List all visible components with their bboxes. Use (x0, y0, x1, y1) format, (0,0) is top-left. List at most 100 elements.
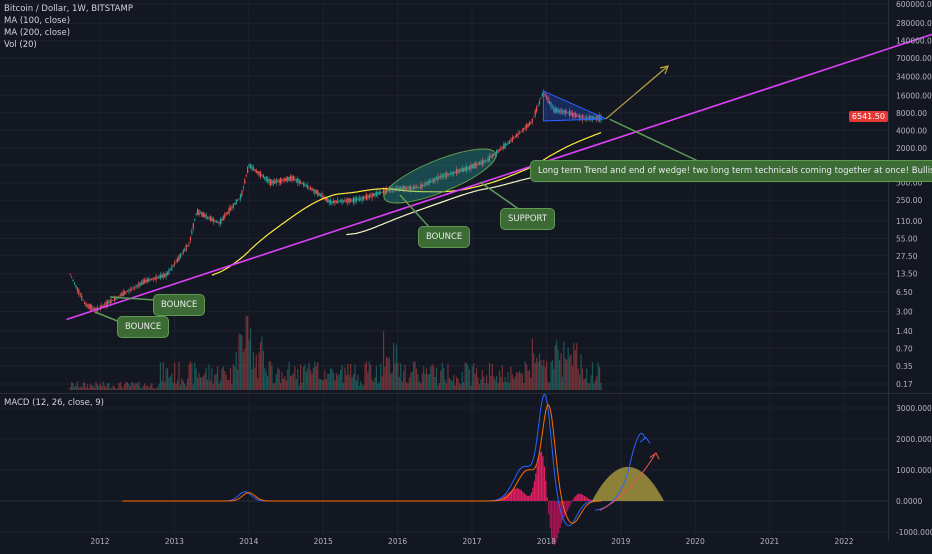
volume-bar (74, 387, 75, 390)
macd-tick-label: 0.0000 (896, 497, 922, 506)
candle-body (213, 218, 214, 223)
volume-bar (535, 363, 536, 390)
candle-body (220, 219, 221, 224)
candle-body (380, 192, 381, 193)
volume-bar (376, 366, 377, 390)
candle-body (266, 177, 267, 181)
candle-body (257, 171, 258, 173)
volume-bar (540, 360, 541, 390)
candle-body (350, 199, 351, 202)
volume-bar (582, 368, 583, 390)
candle-body (193, 223, 194, 229)
macd-histogram-bar (588, 499, 589, 501)
macd-histogram-bar (528, 496, 529, 501)
volume-bar (409, 378, 410, 390)
volume-bar (161, 381, 162, 390)
candle-body (526, 125, 527, 129)
candle-body (527, 124, 528, 127)
candle-body (154, 278, 155, 279)
volume-bar (424, 374, 425, 390)
candle-body (372, 193, 373, 198)
legend-volume[interactable]: Vol (20) (4, 40, 37, 50)
volume-bar (516, 372, 517, 390)
volume-bar (497, 383, 498, 390)
candle-body (286, 178, 287, 181)
volume-bar (455, 385, 456, 390)
macd-histogram-bar (550, 501, 551, 528)
volume-bar (334, 380, 335, 390)
candle-body (144, 279, 145, 283)
macd-label[interactable]: MACD (12, 26, close, 9) (4, 398, 104, 408)
projected-macd-arrowhead (640, 437, 650, 443)
candle-body (296, 179, 297, 181)
macd-histogram-bar (518, 489, 519, 501)
volume-bar (550, 362, 551, 390)
candle-body (294, 178, 295, 179)
volume-bar (176, 384, 177, 390)
volume-bar (483, 377, 484, 390)
candle-body (244, 180, 245, 184)
candle-body (331, 201, 332, 203)
candle-body (70, 275, 71, 276)
candle-body (273, 181, 274, 184)
volume-bar (284, 376, 285, 390)
candle-body (108, 302, 109, 304)
volume-bar (548, 382, 549, 390)
volume-bar (187, 378, 188, 390)
volume-bar (588, 383, 589, 390)
volume-bar (316, 366, 317, 390)
candle-body (184, 249, 185, 250)
volume-bar (392, 373, 393, 390)
macd-histogram-bar (515, 488, 516, 501)
candle-body (83, 300, 84, 301)
volume-bar (463, 382, 464, 390)
y-tick-label: 0.35 (896, 362, 913, 371)
candle-body (143, 280, 144, 285)
volume-bar (589, 383, 590, 390)
volume-bar (128, 384, 129, 390)
candle-body (227, 212, 228, 213)
volume-bar (313, 368, 314, 390)
candle-body (263, 175, 264, 178)
legend-ma200[interactable]: MA (200, close) (4, 28, 70, 38)
candle-body (128, 290, 129, 292)
macd-histogram-bar (521, 490, 522, 501)
volume-bar (155, 389, 156, 390)
candle-body (349, 199, 350, 202)
volume-bar (410, 373, 411, 390)
volume-bar (324, 371, 325, 390)
candle-body (145, 280, 146, 282)
candle-body (191, 230, 192, 234)
macd-histogram-bar (581, 494, 582, 501)
volume-bar (343, 383, 344, 390)
volume-bar (430, 367, 431, 390)
macd-histogram-bar (538, 457, 539, 501)
volume-bar (196, 368, 197, 390)
candle-body (87, 305, 88, 306)
volume-bar (277, 368, 278, 390)
candle-body (168, 269, 169, 274)
candle-body (520, 132, 521, 133)
candle-body (290, 176, 291, 181)
projection-arrow (606, 66, 668, 119)
volume-bar (75, 385, 76, 390)
candle-body (506, 144, 507, 145)
y-tick-label: 1.40 (896, 327, 913, 336)
legend-ma100[interactable]: MA (100, close) (4, 16, 70, 26)
volume-bar (281, 372, 282, 390)
volume-bar (301, 382, 302, 390)
macd-histogram-bar (590, 499, 591, 501)
macd-histogram-bar (567, 501, 568, 511)
candle-body (216, 221, 217, 223)
volume-bar (273, 384, 274, 390)
volume-bar (337, 376, 338, 390)
candle-body (197, 209, 198, 215)
y-tick-label: 70000.00 (896, 54, 932, 63)
volume-bar (350, 364, 351, 390)
volume-bar (436, 368, 437, 390)
x-tick-label: 2019 (611, 537, 630, 546)
volume-bar (383, 331, 384, 390)
volume-bar (296, 379, 297, 390)
